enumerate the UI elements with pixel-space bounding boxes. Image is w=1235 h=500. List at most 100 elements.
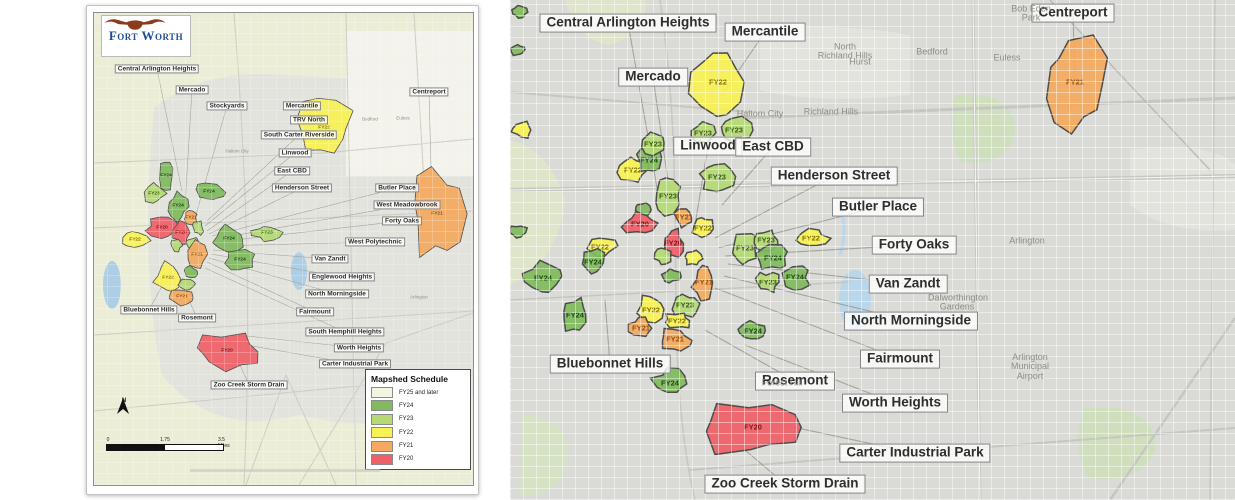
fy-polygon-label: FY23	[148, 191, 160, 197]
fy-polygon-label: FY22	[624, 166, 642, 175]
fy-polygon-label: FY24	[786, 273, 805, 282]
map-label-linwood: Linwood	[278, 148, 312, 158]
scale-bar-ticks: 0 1.75 3.5 Miles	[106, 437, 236, 449]
map-label-carter-industrial-park: Carter Industrial Park	[318, 359, 392, 369]
watershed-polygon-fy20	[171, 219, 191, 245]
fy-polygon-label: FY20	[744, 423, 762, 432]
fy-polygon-label: FY21	[185, 215, 197, 221]
map-label-butler-place: Butler Place	[375, 183, 419, 193]
watershed-polygon-fy22	[684, 249, 704, 266]
fy-polygon-label: FY21	[695, 278, 713, 287]
watershed-polygon-fy20	[144, 216, 180, 240]
fy-polygon-label: FY23	[759, 278, 777, 287]
basemap-label: Bedford	[362, 116, 378, 122]
fy-polygon-label: FY23	[676, 301, 694, 310]
map-label-west-polytechnic: West Polytechnic	[345, 237, 405, 247]
map-label-mercantile: Mercantile	[724, 22, 806, 42]
fy-polygon-label: FY21	[632, 324, 650, 333]
watershed-polygon-fy21	[673, 208, 693, 230]
map-label-south-carter-riverside: South Carter Riverside	[260, 130, 338, 140]
fy-polygon-label: FY22	[709, 78, 727, 87]
map-label-carter-industrial-park: Carter Industrial Park	[839, 443, 991, 463]
map-label-fairmount: Fairmount	[860, 349, 940, 369]
fy-polygon-label: FY22	[642, 306, 660, 315]
map-label-forty-oaks: Forty Oaks	[871, 235, 957, 255]
map-label-east-cbd: East CBD	[274, 166, 310, 176]
fy-polygon-label: FY23	[725, 126, 743, 135]
basemap-label: Arlington	[410, 294, 428, 300]
basemap-label: North Richland Hills	[817, 41, 873, 61]
fy-polygon-label: FY24	[640, 156, 659, 165]
fy-polygon-label: FY20	[664, 239, 682, 248]
scale-tick: 0	[106, 437, 110, 443]
legend-swatch-fy25	[371, 387, 393, 398]
watershed-polygon-fy21	[187, 239, 209, 269]
fort-worth-logo: Fort Worth	[101, 15, 191, 57]
map-label-bluebonnet-hills: Bluebonnet Hills	[549, 354, 671, 374]
fy-polygon-label: FY21	[431, 211, 443, 217]
basemap-label: Bob Eden Park	[1011, 3, 1051, 23]
basemap-label: Forest Hill	[761, 377, 803, 388]
fy-polygon-label: FY22	[694, 224, 712, 233]
map-label-stockyards: Stockyards	[206, 101, 248, 111]
watershed-polygon-fy23	[754, 271, 780, 294]
map-label-worth-heights: Worth Heights	[842, 393, 948, 413]
attribution-smalltext	[190, 469, 380, 472]
watershed-polygon-fy23	[177, 278, 197, 291]
map-label-henderson-street: Henderson Street	[770, 166, 898, 186]
watershed-polygon-fy24	[510, 43, 526, 57]
watershed-polygon-fy21	[414, 165, 468, 259]
water-body	[291, 252, 307, 290]
map-label-rosemont: Rosemont	[178, 313, 216, 323]
map-label-north-morningside: North Morningside	[305, 289, 369, 299]
watershed-polygon-fy24	[781, 265, 811, 292]
map-label-worth-heights: Worth Heights	[333, 343, 385, 353]
basemap-label: Dalworthington Gardens	[928, 292, 989, 312]
fy-polygon-label: FY24	[172, 203, 184, 209]
watershed-polygon-fy24	[649, 366, 688, 394]
basemap-label: Arlington	[1009, 235, 1045, 246]
watershed-polygon-fy24	[195, 182, 227, 200]
map-label-van-zandt: Van Zandt	[311, 254, 349, 264]
watershed-polygon-fy23	[698, 163, 737, 193]
map-label-forty-oaks: Forty Oaks	[382, 216, 422, 226]
watershed-polygon-fy23	[653, 247, 672, 266]
watershed-polygon-fy23	[640, 131, 665, 157]
fy-polygon-label: FY23	[644, 140, 662, 149]
legend-title: Mapshed Schedule	[371, 374, 448, 384]
right-map-surface: FY22 FY23 FY23 FY23 FY22 FY24 FY23 FY23 FY20 FY21…	[510, 0, 1235, 500]
watershed-polygon-fy22	[795, 227, 833, 247]
watershed-polygon-fy24	[521, 259, 563, 294]
water-body	[103, 261, 121, 309]
map-label-trv-north: TRV North	[289, 115, 329, 125]
watershed-polygon-fy24	[660, 267, 683, 284]
map-label-fairmount: Fairmount	[296, 307, 334, 317]
fy-polygon-label: FY21	[176, 294, 188, 300]
fy-polygon-label: FY24	[584, 258, 603, 267]
fy-polygon-label: FY24	[223, 236, 235, 242]
legend-item: FY24	[371, 400, 465, 412]
legend-swatch-fy24	[371, 400, 393, 412]
fy-polygon-label: FY23	[694, 129, 712, 138]
scale-tick: 1.75	[160, 437, 170, 443]
watershed-polygon-fy22	[691, 216, 715, 239]
map-label-centreport: Centreport	[409, 87, 449, 97]
watershed-polygon-fy23	[170, 238, 184, 253]
legend-item: FY25 and later	[371, 387, 465, 398]
watershed-polygon-fy24	[167, 190, 190, 223]
basemap-label: Euless	[993, 52, 1021, 63]
map-label-zoo-creek-storm-drain: Zoo Creek Storm Drain	[210, 380, 288, 390]
legend-item: FY20	[371, 453, 465, 465]
fy-polygon-label: FY23	[261, 230, 273, 236]
watershed-polygon-fy21	[690, 264, 714, 303]
map-label-butler-place: Butler Place	[831, 197, 925, 217]
fy-polygon-label: FY24	[160, 173, 172, 179]
fy-polygon-label: FY24	[534, 274, 553, 283]
fy-polygon-label: FY21	[1066, 78, 1084, 87]
fy-polygon-label: FY20	[631, 220, 649, 229]
fy-polygon-label: FY23	[659, 192, 677, 201]
fy-polygon-label: FY23	[708, 173, 726, 182]
watershed-polygon-fy24	[224, 248, 256, 271]
basemap-label: Richland Hills	[803, 106, 859, 117]
fy-polygon-label: FY21	[191, 252, 203, 258]
